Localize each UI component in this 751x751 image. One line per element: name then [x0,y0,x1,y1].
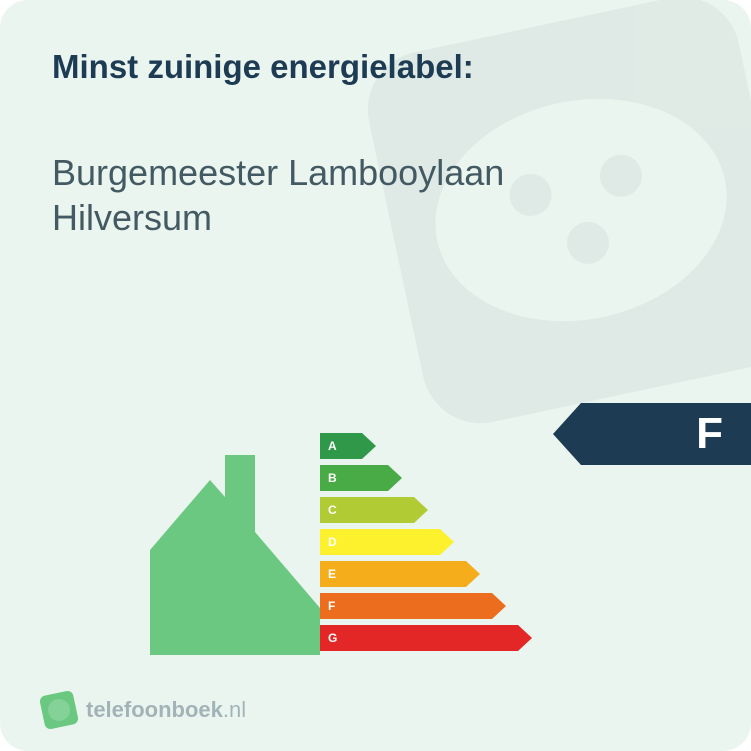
energy-bar-c: C [320,497,428,523]
energy-bar-row: C [320,495,660,525]
footer-brand: telefoonboek.nl [86,697,246,723]
energy-bar-label: E [328,567,336,581]
energy-bar-row: F [320,591,660,621]
subtitle-line-1: Burgemeester Lambooylaan [52,152,504,193]
footer-logo-icon [39,690,79,730]
energy-bar-f: F [320,593,506,619]
house-icon [150,430,320,655]
energy-bar-label: B [328,471,337,485]
footer: telefoonboek.nl [42,693,246,727]
energy-bar-label: C [328,503,337,517]
energy-bar-row: E [320,559,660,589]
energy-bar-d: D [320,529,454,555]
energy-label-card: Minst zuinige energielabel: Burgemeester… [0,0,751,751]
subtitle-line-2: Hilversum [52,197,212,238]
energy-bar-label: G [328,631,337,645]
energy-chart: A B C D E F G F [0,395,751,655]
footer-brand-tld: .nl [223,697,246,722]
energy-bar-label: D [328,535,337,549]
energy-bar-e: E [320,561,480,587]
badge-letter: F [696,409,723,459]
card-subtitle: Burgemeester Lambooylaan Hilversum [52,150,699,240]
energy-bar-b: B [320,465,402,491]
card-title: Minst zuinige energielabel: [52,48,699,86]
energy-bar-label: F [328,599,335,613]
energy-bar-row: B [320,463,660,493]
energy-badge: F [553,403,751,465]
energy-bar-label: A [328,439,337,453]
energy-bar-g: G [320,625,532,651]
energy-bar-row: G [320,623,660,653]
footer-brand-name: telefoonboek [86,697,223,722]
energy-bar-row: D [320,527,660,557]
energy-bar-a: A [320,433,376,459]
